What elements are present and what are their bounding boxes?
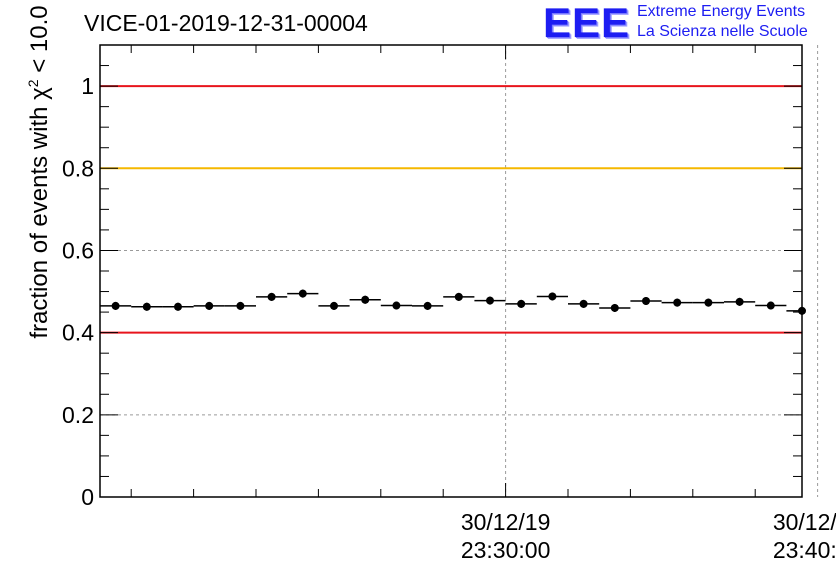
x-tick-label-time: 23:30:00 [461,537,551,563]
data-point [548,292,557,301]
eee-logo: EEE [543,0,631,46]
data-point [205,301,214,310]
x-tick-label-date: 30/12/19 [461,509,551,535]
logo-subtitle-1: Extreme Energy Events [637,3,806,20]
y-tick-label: 0.2 [62,402,94,428]
data-point [236,301,245,310]
data-point [798,306,806,315]
data-point [330,301,338,310]
data-point [267,292,276,301]
data-point [454,292,463,301]
data-point [735,297,744,306]
plot-frame [99,44,803,498]
data-point [298,289,307,298]
data-point [766,301,775,310]
data-point [142,302,151,311]
y-tick-label: 0.4 [62,320,94,346]
data-point [392,301,401,310]
chart-title: VICE-01-2019-12-31-00004 [84,10,368,36]
x-tick-label-date: 30/12/19 [773,509,836,535]
logo-subtitle-2: La Scienza nelle Scuole [637,23,808,40]
data-point [361,295,370,304]
data-point [174,302,182,311]
y-tick-label: 0.8 [62,155,94,181]
data-point [517,299,526,308]
data-point [673,298,682,307]
data-point [486,296,494,305]
data-point [704,298,713,307]
y-tick-label: 0 [81,484,94,510]
data-point [111,301,120,310]
data-point [642,296,650,305]
x-tick-label-time: 23:40:00 [773,537,836,563]
data-point [579,299,588,308]
data-point [423,301,432,310]
y-tick-label: 0.6 [62,237,94,263]
y-tick-label: 1 [81,73,94,99]
data-point [610,303,619,312]
